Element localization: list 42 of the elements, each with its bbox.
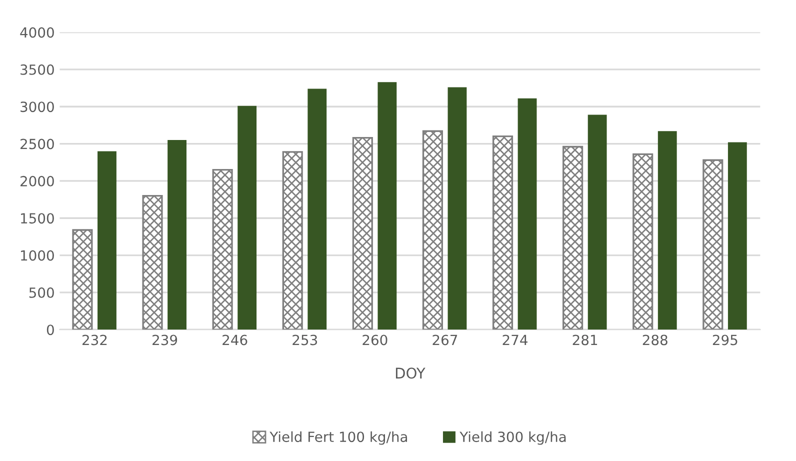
bar [632,153,654,330]
bar [98,151,116,330]
bar [212,168,233,330]
bar [492,136,514,330]
x-tick-label: 274 [502,334,528,346]
x-tick-label: 288 [642,334,668,346]
y-tick-label: 1500 [21,213,54,224]
y-tick-label: 2500 [20,138,54,150]
bar [352,136,373,330]
bar [282,151,303,330]
legend-label: Yield Fert 100 kg/ha [270,431,407,445]
bar [422,130,443,330]
x-axis-title: DOY [396,368,426,379]
y-tick-label: 500 [29,287,54,298]
y-tick-label: 1000 [21,250,54,261]
bar [518,98,537,330]
bar [308,88,327,330]
x-tick-label: 246 [222,334,248,346]
bar [238,106,257,330]
y-tick-label: 3000 [20,102,54,112]
bar [728,142,747,330]
bar [72,229,93,330]
bar [702,159,724,330]
y-tick-label: 4000 [20,27,54,38]
x-tick-label: 260 [362,334,388,346]
bar [168,140,186,330]
y-tick-label: 2000 [20,176,54,186]
bar [142,194,163,330]
bar [658,131,677,330]
x-tick-label: 267 [432,334,458,346]
bar [562,146,584,330]
x-tick-label: 281 [572,334,598,346]
legend-label: Yield 300 kg/ha [460,431,566,445]
bar [588,114,607,330]
bar [448,87,467,330]
x-tick-label: 239 [152,334,178,346]
x-tick-label: 253 [292,334,318,346]
bar [378,82,397,330]
y-tick-label: 0 [46,324,54,336]
x-tick-label: 232 [82,334,107,346]
y-tick-label: 3500 [20,64,54,75]
x-tick-label: 295 [712,334,738,346]
